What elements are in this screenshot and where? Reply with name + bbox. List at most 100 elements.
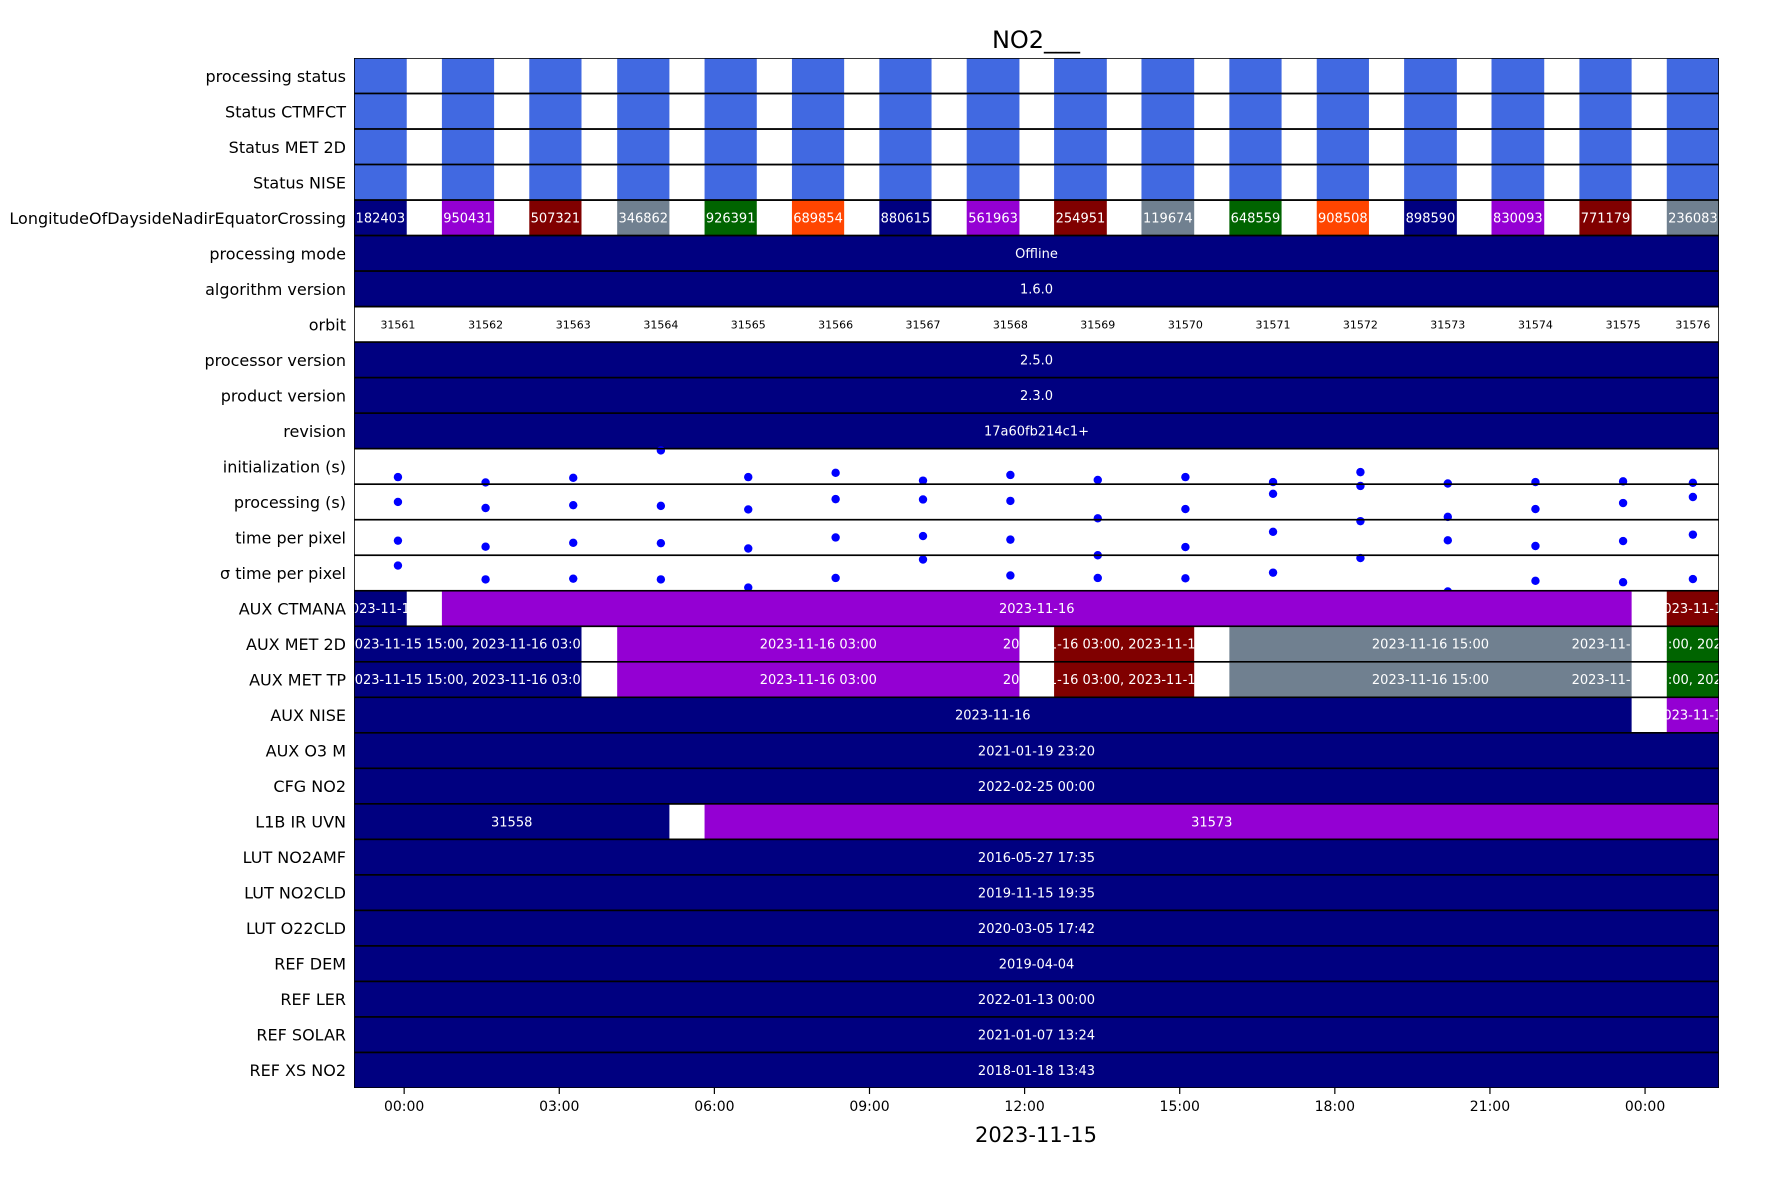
- data-bar: [354, 1016, 1719, 1053]
- scatter-point: [656, 501, 666, 511]
- row-label: REF SOLAR: [256, 1026, 346, 1045]
- lon-bar-label: 771179: [1581, 212, 1631, 227]
- lon-bar: [1316, 200, 1369, 236]
- scatter-point: [831, 573, 840, 583]
- scatter-point: [918, 555, 928, 564]
- status-bar: [791, 129, 845, 165]
- data-bar: [1229, 661, 1632, 698]
- orbit-number: 31576: [1675, 318, 1710, 331]
- scatter-point: [744, 544, 753, 553]
- status-bar: [1229, 129, 1282, 165]
- scatter-point: [656, 575, 666, 584]
- row-0: [354, 58, 1719, 95]
- scatter-point: [1268, 489, 1278, 498]
- row-label: processing (s): [234, 493, 346, 512]
- row-label: orbit: [309, 315, 346, 334]
- lon-bar-label: 880615: [881, 212, 931, 227]
- row-3: [354, 163, 1719, 201]
- row-12: [354, 481, 1719, 523]
- row-18: 2023-11-16 2023-11-17: [354, 696, 1719, 734]
- status-bar: [441, 93, 495, 130]
- data-bar-label: 2021-01-07 13:24: [978, 1028, 1095, 1043]
- data-bar-label: Offline: [1015, 247, 1058, 262]
- status-bar: [1316, 164, 1369, 201]
- scatter-point: [1093, 514, 1102, 523]
- lon-bar: [1141, 200, 1195, 236]
- data-bar-label: 2019-11-15 19:35: [978, 886, 1095, 901]
- scatter-point: [1618, 536, 1628, 546]
- scatter-point: [393, 561, 403, 570]
- row-21: 31558 31573: [354, 803, 1719, 841]
- scatter-point: [1618, 498, 1628, 508]
- data-bar: [1666, 590, 1719, 627]
- scatter-point: [1006, 535, 1015, 544]
- status-bar: [354, 93, 407, 130]
- row-2: [354, 128, 1719, 166]
- x-tick-label: 15:00: [1160, 1099, 1200, 1115]
- data-bar-label: 2023-11-16 15:00, 2023-11-17 03:00: [1572, 673, 1771, 688]
- scatter-point: [569, 574, 578, 583]
- row-16: 2023-11-15 15:00, 2023-11-16 03:00 2023-1…: [354, 625, 1719, 663]
- data-bar-label: 2023-11-17: [1655, 602, 1731, 617]
- status-bar: [1316, 129, 1369, 165]
- orbit-number: 31568: [993, 318, 1028, 331]
- chart-title: NO2___: [992, 26, 1081, 54]
- status-bar: [354, 58, 407, 94]
- status-bar: [966, 129, 1020, 165]
- status-bar: [1666, 58, 1719, 94]
- lon-bar: [441, 200, 495, 236]
- scatter-point: [1531, 477, 1540, 487]
- plot-area: 182403 950431 507321 346862 926391 689854 8806…: [354, 58, 1771, 1088]
- lon-bar-label: 182403: [356, 212, 406, 227]
- data-bar-label: 2022-01-13 00:00: [978, 993, 1095, 1008]
- scatter-point: [918, 495, 928, 504]
- status-bar: [1054, 129, 1107, 165]
- data-bar-label: 31558: [491, 815, 532, 830]
- status-bar: [1054, 164, 1107, 201]
- status-bar: [966, 164, 1020, 201]
- row-1: [354, 92, 1719, 130]
- status-bar: [1579, 58, 1632, 94]
- row-5: Offline: [354, 234, 1719, 272]
- x-tick-label: 18:00: [1315, 1099, 1355, 1115]
- status-bar: [441, 129, 495, 165]
- lon-bar: [879, 200, 932, 236]
- scatter-point: [1268, 527, 1278, 536]
- data-bar: [354, 803, 670, 840]
- scatter-point: [1688, 478, 1698, 487]
- lon-bar-label: 254951: [1056, 212, 1106, 227]
- row-20: 2022-02-25 00:00: [354, 767, 1719, 805]
- lon-bar-label: 346862: [618, 212, 668, 227]
- row-label: LUT NO2CLD: [244, 884, 346, 903]
- lon-bar: [1491, 200, 1545, 236]
- scatter-point: [393, 472, 403, 482]
- x-tick-label: 03:00: [539, 1099, 579, 1115]
- status-bar: [1579, 93, 1632, 130]
- row-6: 1.6.0: [354, 270, 1719, 308]
- data-bar-label: 2020-03-05 17:42: [978, 922, 1095, 937]
- row-label: algorithm version: [205, 280, 346, 299]
- orbit-number: 31574: [1518, 318, 1553, 331]
- data-bar: [441, 590, 1632, 627]
- scatter-point: [1181, 504, 1190, 514]
- scatter-point: [918, 476, 928, 485]
- row-border: [354, 554, 1719, 592]
- scatter-point: [1006, 571, 1015, 580]
- row-border: [354, 483, 1719, 521]
- row-10: 17a60fb214c1+: [354, 412, 1719, 450]
- lon-bar-label: 908508: [1318, 212, 1368, 227]
- row-label: CFG NO2: [273, 777, 346, 796]
- row-label: Status NISE: [253, 173, 346, 192]
- scatter-point: [1268, 568, 1278, 577]
- data-bar-label: 2023-11-16 15:00: [1372, 673, 1489, 688]
- row-label: AUX MET TP: [249, 671, 346, 690]
- scatter-point: [1181, 574, 1190, 583]
- orbit-number: 31566: [818, 318, 853, 331]
- status-bar: [1666, 164, 1719, 201]
- row-label: AUX MET 2D: [246, 635, 346, 654]
- status-bar: [1404, 93, 1457, 130]
- data-bar: [354, 626, 582, 662]
- status-bar: [1229, 164, 1282, 201]
- data-bar: [354, 732, 1719, 769]
